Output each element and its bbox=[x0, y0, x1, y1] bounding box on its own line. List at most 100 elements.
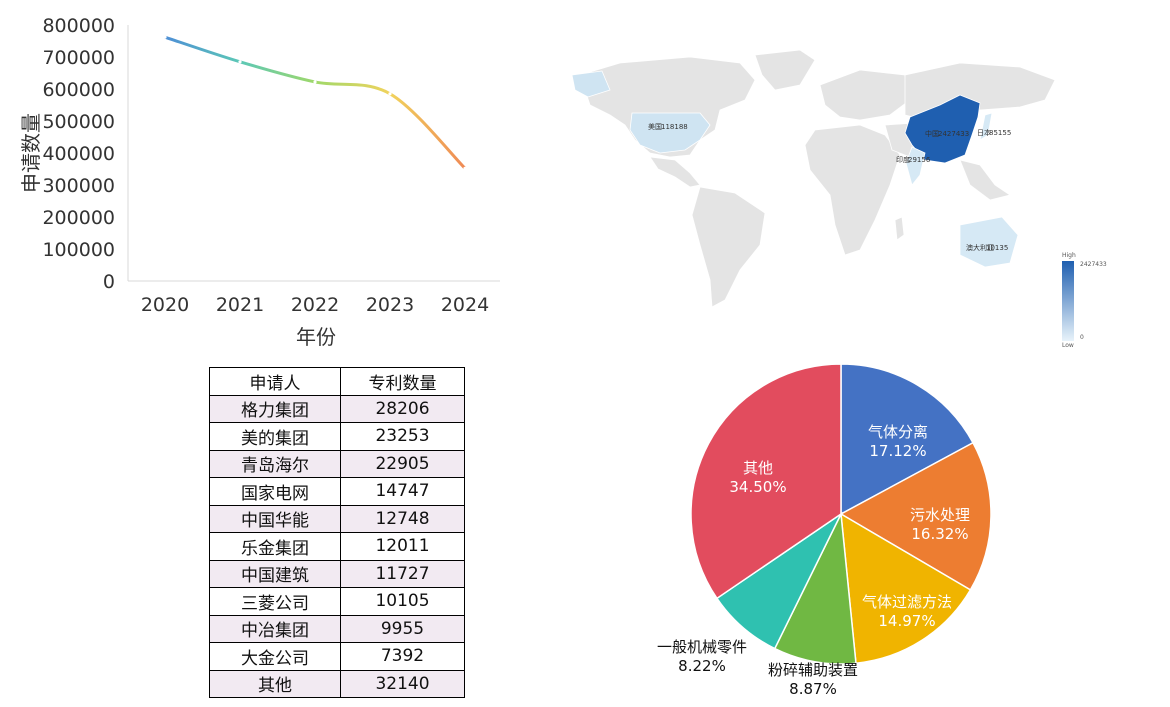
label-australia: 澳大利亚 bbox=[966, 243, 994, 252]
y-tick-label: 100000 bbox=[42, 239, 115, 261]
table-cell: 中国华能 bbox=[209, 504, 341, 533]
data-point bbox=[313, 80, 317, 84]
legend-low-label: Low bbox=[1062, 342, 1074, 349]
x-tick-label: 2021 bbox=[216, 294, 264, 316]
table-cell: 11727 bbox=[340, 559, 465, 588]
y-tick-label: 200000 bbox=[42, 207, 115, 229]
x-tick-label: 2022 bbox=[291, 294, 339, 316]
japan-region bbox=[979, 112, 993, 141]
slice-label: 粉碎辅助装置 bbox=[768, 661, 858, 679]
table-row: 美的集团 23253 bbox=[209, 422, 465, 451]
africa-region bbox=[804, 124, 901, 256]
table-cell: 32140 bbox=[340, 669, 465, 698]
pie-slice bbox=[840, 363, 975, 516]
table-cell: 美的集团 bbox=[209, 422, 341, 451]
table-row: 格力集团 28206 bbox=[209, 394, 465, 423]
table-cell: 格力集团 bbox=[209, 394, 341, 423]
map-land bbox=[579, 49, 1056, 308]
world-map: 中国 2427433 美国 118188 日本 85155 印度 29156 澳… bbox=[571, 49, 1107, 349]
southeast-asia-region bbox=[959, 159, 1011, 201]
slice-label: 污水处理 bbox=[910, 506, 970, 524]
y-tick-label: 0 bbox=[103, 271, 115, 293]
table-row: 中冶集团 9955 bbox=[209, 614, 465, 643]
series-line bbox=[164, 35, 467, 170]
x-tick-label: 2024 bbox=[441, 294, 489, 316]
legend-high-label: High bbox=[1062, 252, 1076, 259]
slice-label: 气体分离 bbox=[868, 423, 928, 441]
slice-percent-label: 8.22% bbox=[678, 657, 726, 675]
value-australia: 10135 bbox=[986, 244, 1008, 252]
data-point bbox=[238, 60, 242, 64]
data-point bbox=[463, 166, 467, 170]
table-row: 大金公司 7392 bbox=[209, 642, 465, 671]
table-cell: 国家电网 bbox=[209, 477, 341, 506]
table-cell: 28206 bbox=[340, 394, 465, 423]
y-tick-label: 600000 bbox=[42, 79, 115, 101]
table-header-cell: 专利数量 bbox=[340, 367, 465, 396]
slice-label: 其他 bbox=[743, 459, 773, 477]
pie-slice bbox=[840, 512, 972, 665]
china-region bbox=[904, 94, 981, 164]
line-chart: 0 100000 200000 300000 400000 500000 600000 700… bbox=[19, 15, 500, 349]
x-axis-label: 年份 bbox=[296, 325, 336, 349]
table-cell: 7392 bbox=[340, 642, 465, 671]
australia-region bbox=[959, 216, 1019, 268]
legend-gradient-bar bbox=[1062, 261, 1074, 341]
slice-label: 气体过滤方法 bbox=[862, 593, 952, 611]
table-cell: 中国建筑 bbox=[209, 559, 341, 588]
madagascar-region bbox=[894, 216, 905, 241]
table-row: 其他 32140 bbox=[209, 669, 465, 698]
legend-min-value: 0 bbox=[1080, 334, 1084, 341]
legend-max-value: 2427433 bbox=[1080, 261, 1107, 268]
table-row: 青岛海尔 22905 bbox=[209, 449, 465, 478]
label-china: 中国 bbox=[925, 129, 939, 138]
europe-region bbox=[819, 69, 911, 121]
table-cell: 中冶集团 bbox=[209, 614, 341, 643]
table-cell: 三菱公司 bbox=[209, 587, 341, 616]
pie-slice bbox=[690, 363, 842, 600]
table-row: 中国建筑 11727 bbox=[209, 559, 465, 588]
x-tick-label: 2023 bbox=[366, 294, 414, 316]
table-row: 国家电网 14747 bbox=[209, 477, 465, 506]
table-cell: 12748 bbox=[340, 504, 465, 533]
table-cell: 22905 bbox=[340, 449, 465, 478]
value-usa: 118188 bbox=[661, 123, 688, 131]
slice-percent-label: 16.32% bbox=[911, 525, 968, 543]
map-highlighted-countries bbox=[571, 70, 1019, 268]
label-usa: 美国 bbox=[648, 122, 662, 131]
table-cell: 9955 bbox=[340, 614, 465, 643]
slice-percent-label: 34.50% bbox=[729, 478, 786, 496]
central-america-region bbox=[649, 156, 701, 188]
data-point bbox=[388, 92, 392, 96]
table-row: 乐金集团 12011 bbox=[209, 532, 465, 561]
table-header-row: 申请人 专利数量 bbox=[209, 367, 465, 396]
table-cell: 23253 bbox=[340, 422, 465, 451]
pie-slice bbox=[773, 511, 857, 665]
table-cell: 乐金集团 bbox=[209, 532, 341, 561]
alaska-region bbox=[571, 70, 611, 98]
value-china: 2427433 bbox=[938, 130, 969, 138]
label-india: 印度 bbox=[896, 155, 910, 164]
label-japan: 日本 bbox=[977, 128, 991, 137]
pie-slice bbox=[839, 441, 992, 591]
y-tick-label: 800000 bbox=[42, 15, 115, 37]
map-legend: High Low 2427433 0 bbox=[1062, 252, 1107, 349]
applicant-table: 申请人 专利数量 格力集团 28206 美的集团 23253 青岛海尔 2290… bbox=[209, 367, 465, 698]
pie-chart: 气体分离17.12%污水处理16.32%气体过滤方法14.97%粉碎辅助装置8.… bbox=[657, 363, 992, 698]
y-tick-label: 500000 bbox=[42, 111, 115, 133]
table-cell: 10105 bbox=[340, 587, 465, 616]
slice-percent-label: 17.12% bbox=[869, 442, 926, 460]
south-america-region bbox=[691, 186, 766, 308]
table-header-cell: 申请人 bbox=[209, 367, 341, 396]
slice-label: 一般机械零件 bbox=[657, 638, 747, 656]
y-tick-label: 400000 bbox=[42, 143, 115, 165]
greenland-region bbox=[754, 49, 816, 91]
usa-region bbox=[629, 112, 711, 154]
y-tick-label: 300000 bbox=[42, 175, 115, 197]
table-cell: 大金公司 bbox=[209, 642, 341, 671]
india-region bbox=[905, 146, 926, 186]
table-row: 中国华能 12748 bbox=[209, 504, 465, 533]
x-tick-label: 2020 bbox=[141, 294, 189, 316]
table-cell: 青岛海尔 bbox=[209, 449, 341, 478]
slice-percent-label: 8.87% bbox=[789, 680, 837, 698]
